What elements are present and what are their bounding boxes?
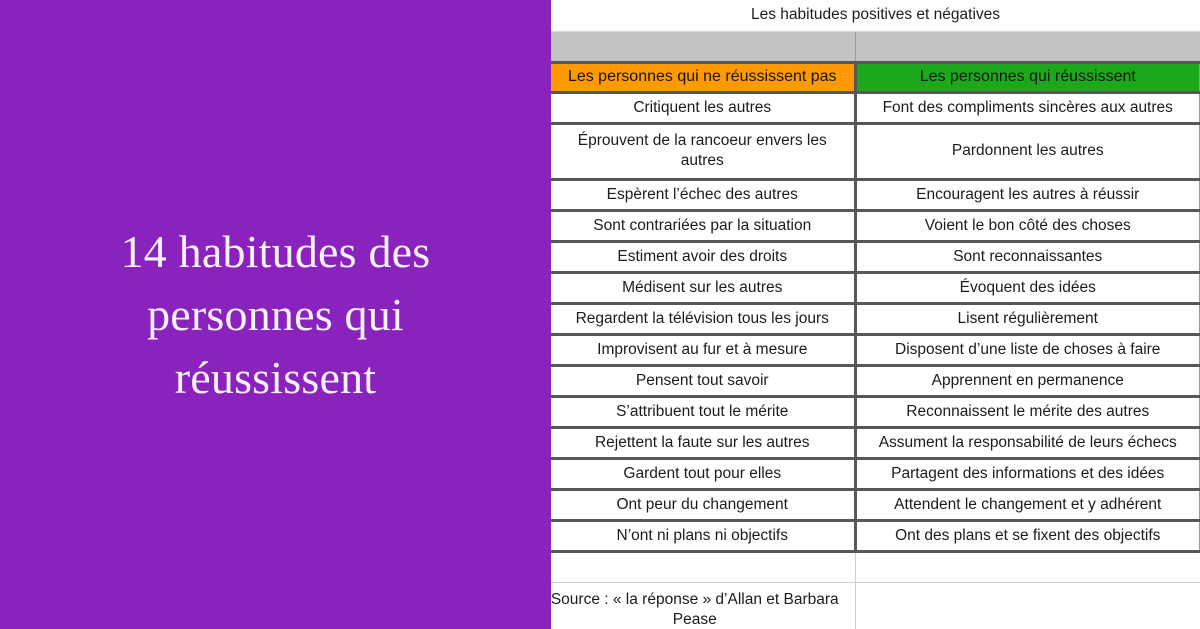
- cell-positive: Pardonnent les autres: [855, 123, 1200, 181]
- cell-negative: Rejettent la faute sur les autres: [551, 427, 857, 460]
- spacer-cell-right: [855, 31, 1200, 64]
- cell-positive: Reconnaissent le mérite des autres: [855, 396, 1200, 429]
- cell-negative: Ont peur du changement: [551, 489, 857, 522]
- cell-positive: Assument la responsabilité de leurs éche…: [855, 427, 1200, 460]
- table-row: Gardent tout pour elles Partagent des in…: [551, 458, 1200, 491]
- table-row: N’ont ni plans ni objectifs Ont des plan…: [551, 520, 1200, 553]
- cell-negative: S’attribuent tout le mérite: [551, 396, 857, 429]
- table-row: Regardent la télévision tous les jours L…: [551, 303, 1200, 336]
- cell-positive: Lisent régulièrement: [855, 303, 1200, 336]
- column-header-negative: Les personnes qui ne réussissent pas: [551, 62, 857, 94]
- table-row: Sont contrariées par la situation Voient…: [551, 210, 1200, 243]
- table-row: Médisent sur les autres Évoquent des idé…: [551, 272, 1200, 305]
- cell-negative: Sont contrariées par la situation: [551, 210, 857, 243]
- table-title-row: Les habitudes positives et négatives: [551, 0, 1200, 32]
- source-note: Source : « la réponse » d’Allan et Barba…: [551, 591, 839, 628]
- cell-negative: Gardent tout pour elles: [551, 458, 857, 491]
- habits-table-body: Les habitudes positives et négatives Les…: [551, 0, 1200, 629]
- cell-negative: Critiquent les autres: [551, 92, 857, 125]
- blank-cell-left: [551, 551, 856, 583]
- table-row: Pensent tout savoir Apprennent en perman…: [551, 365, 1200, 398]
- cell-positive: Voient le bon côté des choses: [855, 210, 1200, 243]
- cell-positive: Sont reconnaissantes: [855, 241, 1200, 274]
- cell-negative: N’ont ni plans ni objectifs: [551, 520, 857, 553]
- hero-panel: 14 habitudes des personnes qui réussisse…: [0, 0, 551, 629]
- cell-negative: Pensent tout savoir: [551, 365, 857, 398]
- table-header-row: Les personnes qui ne réussissent pas Les…: [551, 62, 1200, 94]
- table-row: Espèrent l’échec des autres Encouragent …: [551, 179, 1200, 212]
- spacer-cell-left: [551, 31, 856, 64]
- cell-positive: Évoquent des idées: [855, 272, 1200, 305]
- cell-negative: Éprouvent de la rancoeur envers les autr…: [551, 123, 857, 181]
- cell-positive: Encouragent les autres à réussir: [855, 179, 1200, 212]
- page-title: 14 habitudes des personnes qui réussisse…: [120, 225, 431, 403]
- cell-negative: Regardent la télévision tous les jours: [551, 303, 857, 336]
- table-row: Estiment avoir des droits Sont reconnais…: [551, 241, 1200, 274]
- table-row: Critiquent les autres Font des complimen…: [551, 92, 1200, 125]
- blank-cell-right: [855, 551, 1200, 583]
- column-header-positive: Les personnes qui réussissent: [855, 62, 1200, 94]
- habits-table: Les habitudes positives et négatives Les…: [551, 0, 1200, 629]
- table-row: Éprouvent de la rancoeur envers les autr…: [551, 123, 1200, 181]
- table-blank-row: [551, 551, 1200, 583]
- table-row: Ont peur du changement Attendent le chan…: [551, 489, 1200, 522]
- habits-table-panel: Les habitudes positives et négatives Les…: [551, 0, 1200, 629]
- source-cell: Source : « la réponse » d’Allan et Barba…: [551, 582, 856, 629]
- table-spacer-row: [551, 31, 1200, 64]
- cell-positive: Partagent des informations et des idées: [855, 458, 1200, 491]
- cell-positive: Disposent d’une liste de choses à faire: [855, 334, 1200, 367]
- table-row: S’attribuent tout le mérite Reconnaissen…: [551, 396, 1200, 429]
- table-title: Les habitudes positives et négatives: [551, 0, 1200, 32]
- source-cell-right: [855, 582, 1200, 629]
- cell-negative: Improvisent au fur et à mesure: [551, 334, 857, 367]
- cell-positive: Font des compliments sincères aux autres: [855, 92, 1200, 125]
- cell-positive: Ont des plans et se fixent des objectifs: [855, 520, 1200, 553]
- cell-negative: Espèrent l’échec des autres: [551, 179, 857, 212]
- table-row: Improvisent au fur et à mesure Disposent…: [551, 334, 1200, 367]
- table-row: Rejettent la faute sur les autres Assume…: [551, 427, 1200, 460]
- cell-positive: Attendent le changement et y adhérent: [855, 489, 1200, 522]
- table-source-row: Source : « la réponse » d’Allan et Barba…: [551, 582, 1200, 629]
- cell-negative: Médisent sur les autres: [551, 272, 857, 305]
- cell-positive: Apprennent en permanence: [855, 365, 1200, 398]
- cell-negative: Estiment avoir des droits: [551, 241, 857, 274]
